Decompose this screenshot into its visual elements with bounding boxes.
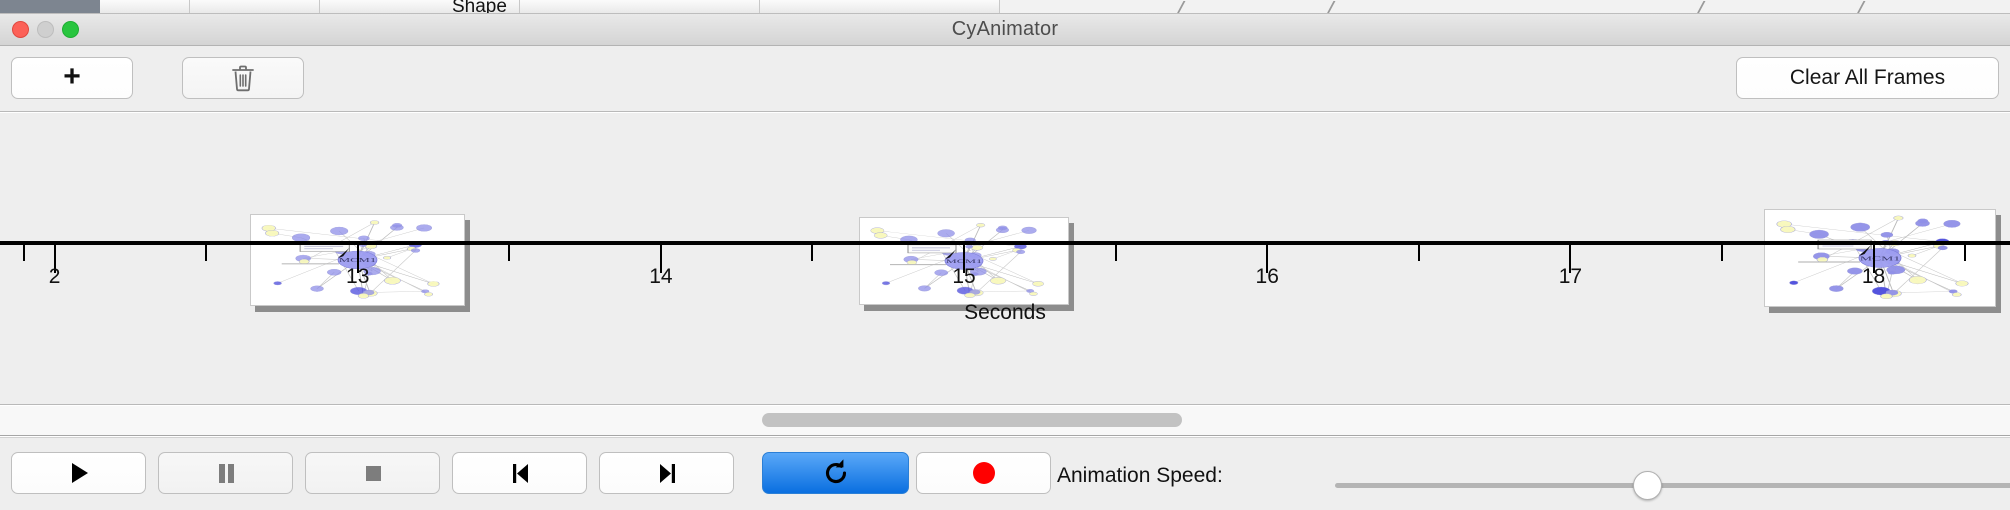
- background-window-cell: [520, 0, 760, 13]
- traffic-lights: [12, 21, 79, 38]
- play-button[interactable]: [11, 452, 146, 494]
- loop-button[interactable]: [762, 452, 909, 494]
- axis-tick-minor: [23, 245, 26, 261]
- background-window-tick: [1176, 1, 1186, 13]
- minimize-button[interactable]: [37, 21, 54, 38]
- axis-tick-label: 18: [1861, 265, 1886, 288]
- close-button[interactable]: [12, 21, 29, 38]
- timeline-scrollbar[interactable]: [0, 406, 2010, 436]
- axis-title: Seconds: [964, 301, 1046, 324]
- frame-thumbnail-3[interactable]: MCM1: [1763, 209, 2001, 313]
- animation-speed-label: Animation Speed:: [1057, 464, 1223, 487]
- maximize-button[interactable]: [62, 21, 79, 38]
- toolbar: + Clear All Frames: [0, 46, 2010, 112]
- background-window-cell: [100, 0, 190, 13]
- animation-speed-slider-thumb[interactable]: [1633, 471, 1662, 500]
- background-window-cell: [190, 0, 320, 13]
- background-window-cell: [320, 0, 520, 13]
- clear-all-frames-button[interactable]: Clear All Frames: [1736, 57, 1999, 99]
- axis-tick-minor: [508, 245, 511, 261]
- frame-thumbnail-2[interactable]: MCM1: [859, 217, 1075, 311]
- window-title: CyAnimator: [951, 18, 1059, 40]
- axis-tick-minor: [1417, 245, 1420, 261]
- axis-tick-major: [963, 245, 966, 273]
- axis-tick-minor: [1963, 245, 1966, 261]
- axis-tick-minor: [1720, 245, 1723, 261]
- play-icon: [71, 463, 88, 483]
- axis-tick-major: [356, 245, 359, 273]
- axis-tick-minor: [811, 245, 814, 261]
- playback-control-bar: Animation Speed:: [0, 437, 2010, 510]
- record-icon: [972, 462, 995, 484]
- stop-icon: [365, 466, 381, 481]
- axis-tick-major: [1266, 245, 1269, 273]
- background-window-dark-panel: [0, 0, 100, 13]
- animation-speed-slider[interactable]: [1335, 483, 2010, 488]
- add-frame-button[interactable]: +: [11, 57, 133, 99]
- axis-tick-label: 16: [1255, 265, 1279, 288]
- timeline-axis: [0, 241, 2010, 245]
- background-window: Shape: [0, 0, 2010, 14]
- scrollbar-thumb[interactable]: [762, 413, 1182, 427]
- loop-icon: [825, 459, 846, 484]
- trash-icon: [232, 65, 254, 92]
- delete-frame-button[interactable]: [182, 57, 304, 99]
- background-window-tick: [1326, 1, 1336, 13]
- axis-tick-label: 15: [952, 265, 976, 288]
- clear-all-frames-label: Clear All Frames: [1789, 66, 1946, 89]
- background-window-cell: [760, 0, 1000, 13]
- pause-icon: [218, 464, 234, 483]
- record-button[interactable]: [916, 452, 1051, 494]
- timeline-panel[interactable]: MCM1 MCM1 MCM1: [0, 113, 2010, 405]
- axis-tick-label: 14: [649, 265, 673, 288]
- skip-back-icon: [512, 464, 528, 483]
- skip-forward-icon: [659, 464, 675, 483]
- svg-text:MCM1: MCM1: [1859, 256, 1899, 262]
- plus-icon: +: [63, 59, 81, 93]
- title-bar: CyAnimator: [0, 14, 2010, 46]
- pause-button[interactable]: [158, 452, 293, 494]
- axis-tick-label: 2: [48, 265, 61, 288]
- network-graph: MCM1: [1764, 210, 1995, 306]
- background-window-tick: [1856, 1, 1866, 13]
- skip-to-start-button[interactable]: [452, 452, 587, 494]
- axis-tick-major: [1569, 245, 1572, 273]
- stop-button[interactable]: [305, 452, 440, 494]
- background-window-tick: [1696, 1, 1706, 13]
- axis-tick-label: 13: [346, 265, 370, 288]
- axis-tick-minor: [1114, 245, 1117, 261]
- frame-image: MCM1: [1763, 209, 1996, 307]
- axis-tick-minor: [205, 245, 208, 261]
- background-window-label: Shape: [452, 0, 507, 14]
- axis-tick-major: [1872, 245, 1875, 273]
- axis-tick-major: [53, 245, 56, 273]
- axis-tick-major: [659, 245, 662, 273]
- axis-tick-label: 17: [1558, 265, 1583, 288]
- skip-to-end-button[interactable]: [599, 452, 734, 494]
